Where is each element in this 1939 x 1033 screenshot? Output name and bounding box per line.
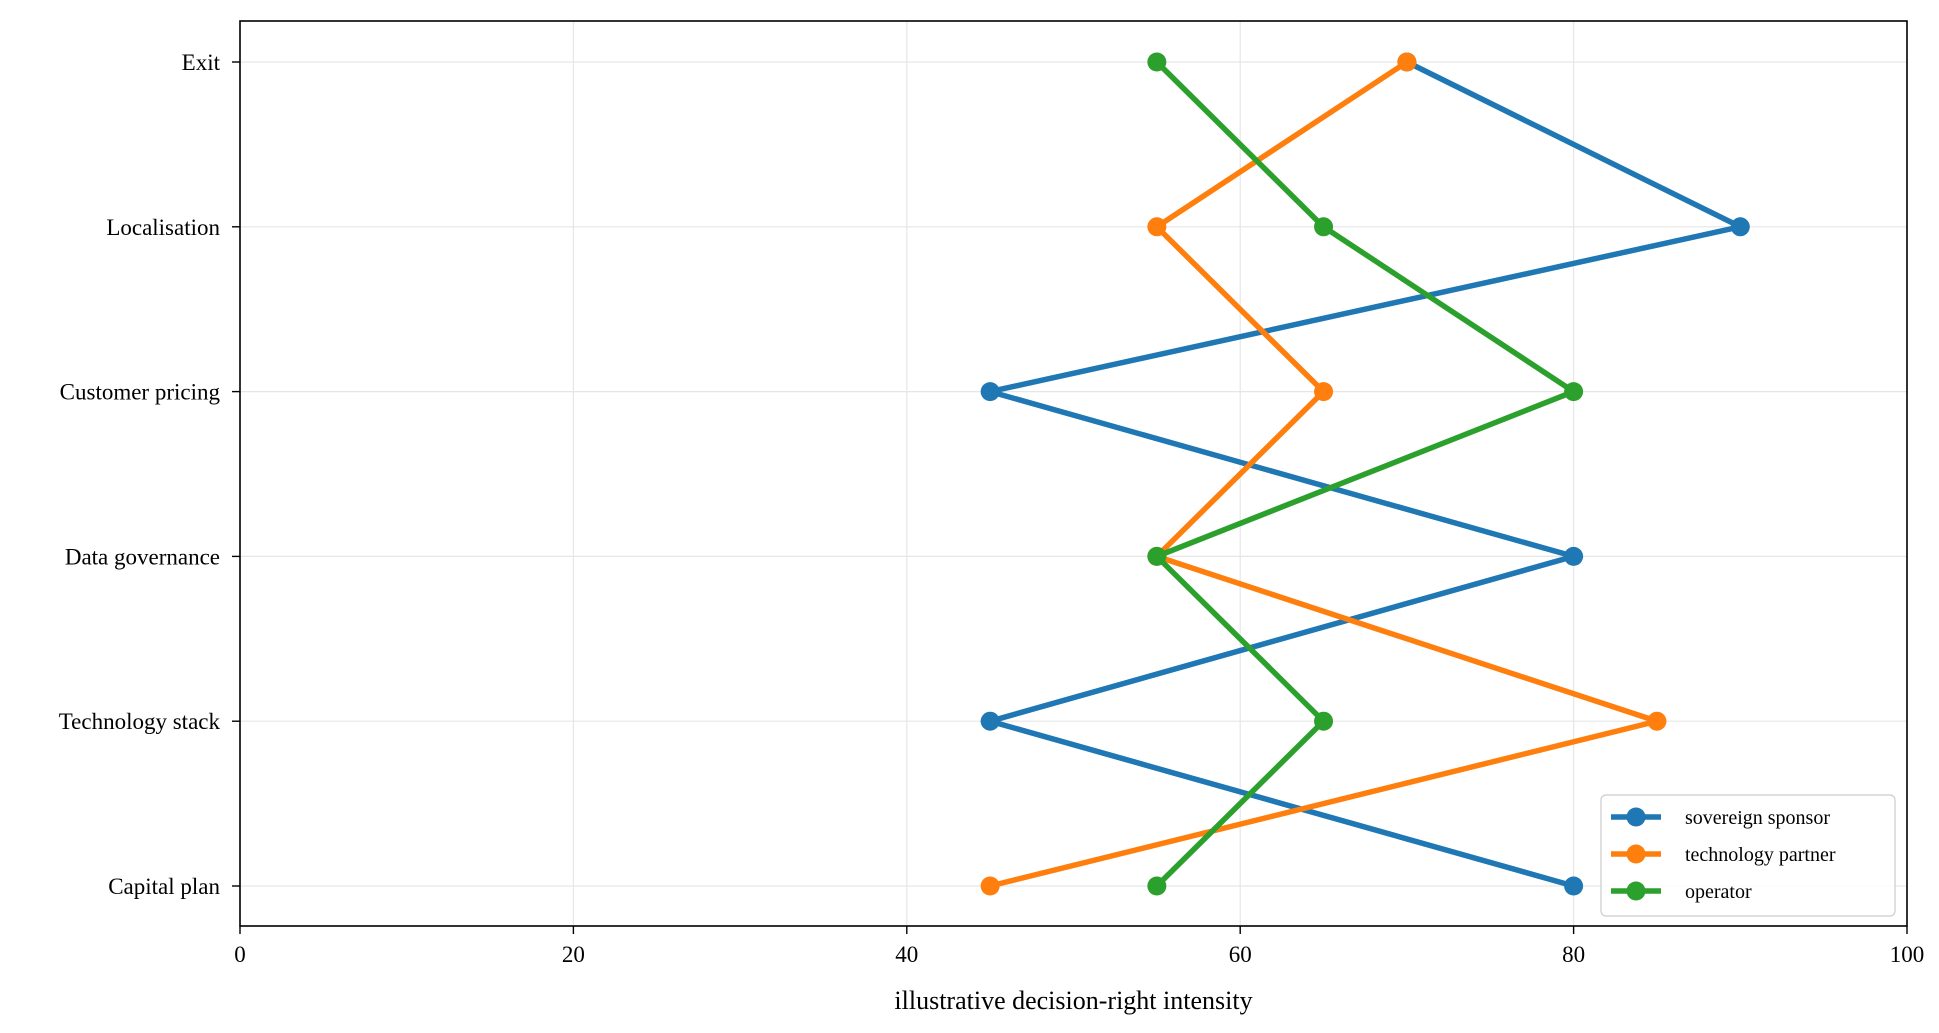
- data-point: [1564, 876, 1584, 896]
- x-tick-label: 40: [895, 942, 918, 967]
- legend-label: operator: [1685, 881, 1752, 903]
- y-tick-label: Exit: [182, 50, 221, 75]
- x-axis: 0 20 40 60 80 100: [234, 926, 1924, 967]
- data-point: [1314, 711, 1334, 731]
- data-point: [1397, 52, 1417, 72]
- data-point: [980, 876, 1000, 896]
- legend-item: operator: [1611, 881, 1752, 903]
- data-point: [1564, 546, 1584, 566]
- legend: sovereign sponsor technology partner opera…: [1600, 794, 1896, 917]
- legend-item: sovereign sponsor: [1611, 807, 1830, 829]
- grid: [239, 21, 1908, 926]
- series-line: [989, 59, 1667, 889]
- series-layer: [979, 52, 1750, 896]
- series-line: [979, 59, 1749, 889]
- data-point: [1314, 217, 1334, 237]
- x-axis-title: illustrative decision-right intensity: [894, 986, 1252, 1015]
- legend-marker: [1626, 881, 1646, 901]
- y-axis: Capital plan Technology stack Data governa…: [59, 50, 240, 899]
- series-operator: [1147, 52, 1584, 896]
- data-point: [1147, 52, 1167, 72]
- x-tick-label: 0: [234, 942, 246, 967]
- data-point: [1147, 217, 1167, 237]
- data-point: [980, 382, 1000, 402]
- y-tick-label: Data governance: [65, 544, 220, 569]
- y-tick-label: Localisation: [106, 215, 220, 240]
- legend-box: [1600, 794, 1896, 917]
- x-tick-label: 100: [1890, 942, 1925, 967]
- y-tick-label: Technology stack: [59, 709, 221, 734]
- legend-marker: [1626, 844, 1646, 864]
- x-tick-label: 80: [1562, 942, 1585, 967]
- data-point: [1564, 382, 1584, 402]
- legend-item: technology partner: [1611, 844, 1836, 866]
- series-line: [1151, 60, 1580, 888]
- data-point: [1730, 217, 1750, 237]
- data-point: [980, 711, 1000, 731]
- x-tick-label: 60: [1229, 942, 1252, 967]
- data-point: [1147, 876, 1167, 896]
- legend-label: technology partner: [1685, 844, 1836, 866]
- legend-marker: [1626, 807, 1646, 827]
- data-point: [1647, 711, 1667, 731]
- plot-frame: [239, 20, 1908, 927]
- data-point: [1314, 382, 1334, 402]
- data-point: [1147, 546, 1167, 566]
- y-tick-label: Capital plan: [108, 874, 220, 899]
- y-tick-label: Customer pricing: [60, 380, 221, 405]
- legend-label: sovereign sponsor: [1685, 807, 1830, 829]
- series-technology-partner: [980, 52, 1667, 896]
- x-tick-label: 20: [562, 942, 585, 967]
